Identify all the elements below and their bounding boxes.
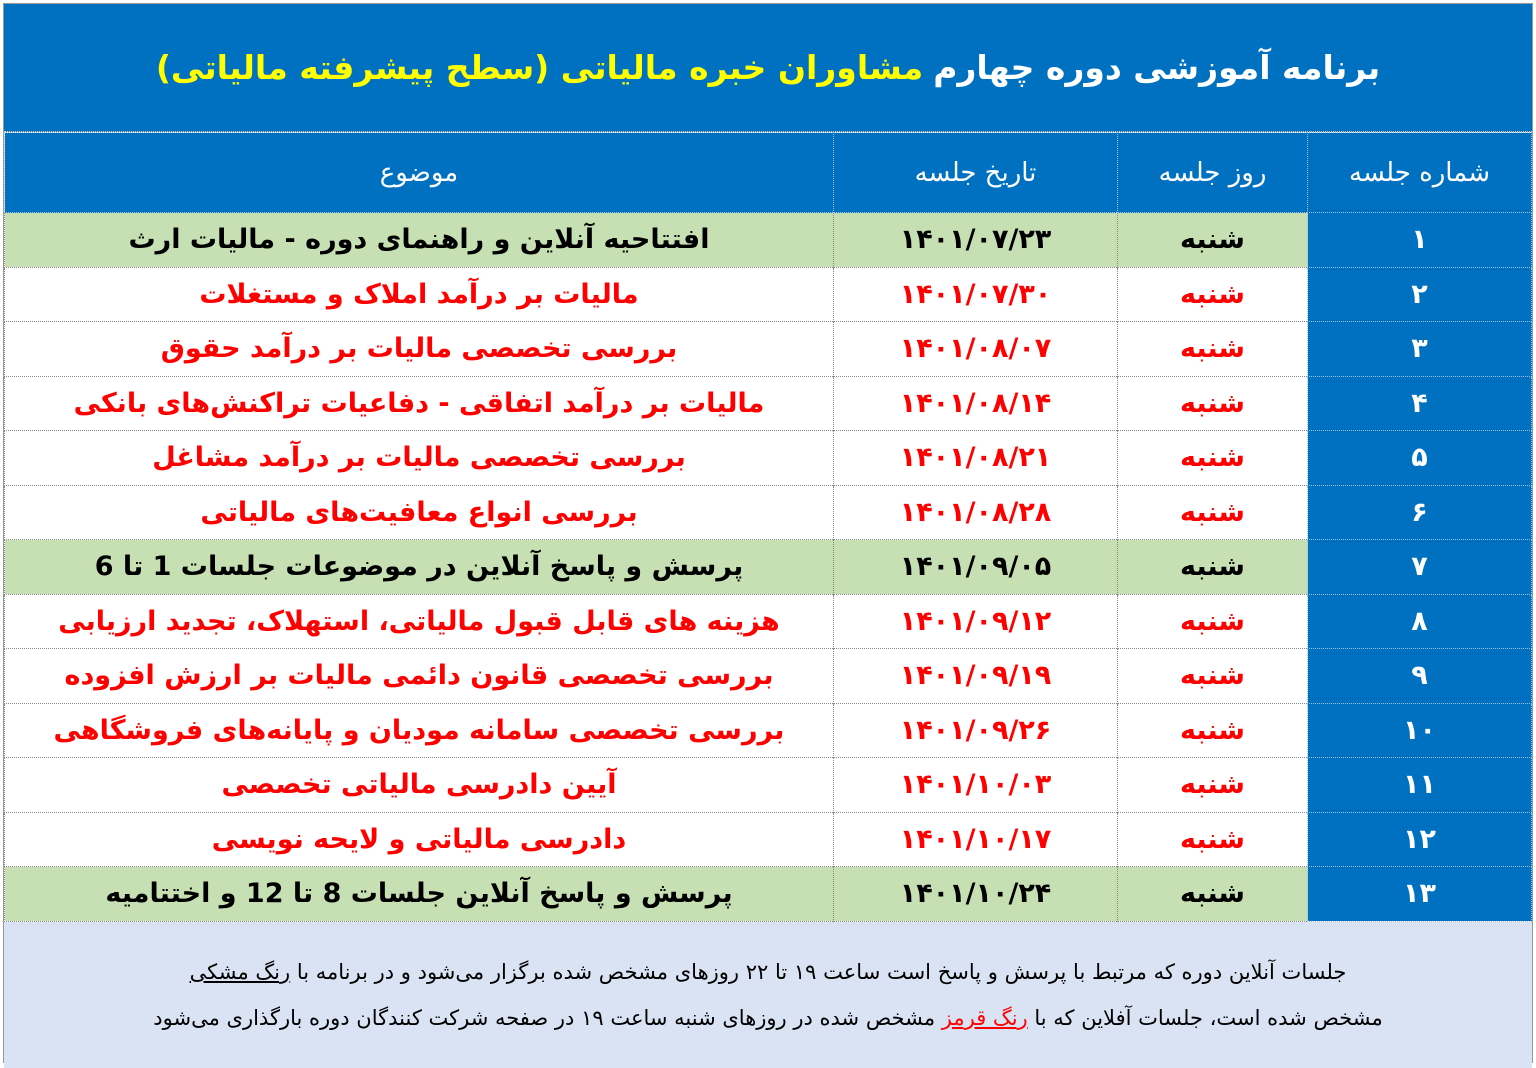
session-day: شنبه [1117, 648, 1308, 704]
schedule-document: برنامه آموزشی دوره چهارم مشاوران خبره ما… [3, 3, 1533, 1068]
table-row: ۹ شنبه ۱۴۰۱/۰۹/۱۹ بررسی تخصصی قانون دائمی م… [4, 648, 1532, 704]
table-row: ۳ شنبه ۱۴۰۱/۰۸/۰۷ بررسی تخصصی مالیات بر درآ… [4, 321, 1532, 377]
session-day: شنبه [1117, 212, 1308, 268]
table-row: ۱۱ شنبه ۱۴۰۱/۱۰/۰۳ آیین دادرسی مالیاتی تخصص… [4, 757, 1532, 813]
footer-text: جلسات آنلاین دوره که مرتبط با پرسش و پاس… [290, 959, 1347, 984]
session-date: ۱۴۰۱/۰۹/۱۲ [833, 593, 1118, 649]
session-topic: بررسی تخصصی سامانه مودیان و پایانه‌های ف… [4, 702, 834, 758]
session-topic: آیین دادرسی مالیاتی تخصصی [4, 757, 834, 813]
col-session-date: تاریخ جلسه [833, 132, 1118, 213]
page-title: برنامه آموزشی دوره چهارم مشاوران خبره ما… [4, 4, 1532, 132]
session-topic: پرسش و پاسخ آنلاین در موضوعات جلسات 1 تا… [4, 539, 834, 595]
schedule-table: شماره جلسه روز جلسه تاریخ جلسه موضوع ۱ شن… [4, 132, 1532, 922]
session-number: ۷ [1307, 539, 1532, 595]
table-row: ۱ شنبه ۱۴۰۱/۰۷/۲۳ افتتاحیه آنلاین و راهنمای… [4, 212, 1532, 268]
session-date: ۱۴۰۱/۰۸/۰۷ [833, 321, 1118, 377]
session-topic: هزینه های قابل قبول مالیاتی، استهلاک، تج… [4, 593, 834, 649]
session-date: ۱۴۰۱/۰۹/۰۵ [833, 539, 1118, 595]
title-part2: مشاوران خبره مالیاتی (سطح پیشرفته مالیات… [155, 48, 924, 87]
session-date: ۱۴۰۱/۰۹/۲۶ [833, 702, 1118, 758]
session-topic: دادرسی مالیاتی و لایحه نویسی [4, 811, 834, 867]
session-number: ۸ [1307, 593, 1532, 649]
footer-line-2: مشخص شده است، جلسات آفلاین که با رنگ قرم… [153, 995, 1382, 1041]
table-row: ۱۰ شنبه ۱۴۰۱/۰۹/۲۶ بررسی تخصصی سامانه مودیا… [4, 702, 1532, 758]
session-number: ۶ [1307, 484, 1532, 540]
footer-line-1: جلسات آنلاین دوره که مرتبط با پرسش و پاس… [190, 949, 1347, 995]
session-date: ۱۴۰۱/۱۰/۱۷ [833, 811, 1118, 867]
session-topic: بررسی تخصصی قانون دائمی مالیات بر ارزش ا… [4, 648, 834, 704]
table-row: ۲ شنبه ۱۴۰۱/۰۷/۳۰ مالیات بر درآمد املاک و م… [4, 266, 1532, 322]
session-number: ۱۰ [1307, 702, 1532, 758]
session-date: ۱۴۰۱/۱۰/۲۴ [833, 866, 1118, 922]
session-date: ۱۴۰۱/۰۸/۲۱ [833, 430, 1118, 486]
session-topic: بررسی تخصصی مالیات بر درآمد مشاغل [4, 430, 834, 486]
table-row: ۷ شنبه ۱۴۰۱/۰۹/۰۵ پرسش و پاسخ آنلاین در موض… [4, 539, 1532, 595]
session-day: شنبه [1117, 266, 1308, 322]
session-number: ۴ [1307, 375, 1532, 431]
session-number: ۱۳ [1307, 866, 1532, 922]
table-row: ۸ شنبه ۱۴۰۱/۰۹/۱۲ هزینه های قابل قبول مالیا… [4, 593, 1532, 649]
session-number: ۱۱ [1307, 757, 1532, 813]
table-row: ۶ شنبه ۱۴۰۱/۰۸/۲۸ بررسی انواع معافیت‌های ما… [4, 484, 1532, 540]
session-day: شنبه [1117, 321, 1308, 377]
session-day: شنبه [1117, 375, 1308, 431]
session-day: شنبه [1117, 811, 1308, 867]
session-number: ۹ [1307, 648, 1532, 704]
session-topic: مالیات بر درآمد اتفاقی - دفاعیات تراکنش‌… [4, 375, 834, 431]
session-day: شنبه [1117, 539, 1308, 595]
footer-text: مشخص شده در روزهای شنبه ساعت ۱۹ در صفحه … [153, 1005, 942, 1030]
session-number: ۱۲ [1307, 811, 1532, 867]
session-number: ۱ [1307, 212, 1532, 268]
session-number: ۳ [1307, 321, 1532, 377]
session-day: شنبه [1117, 702, 1308, 758]
session-topic: افتتاحیه آنلاین و راهنمای دوره - مالیات … [4, 212, 834, 268]
session-topic: مالیات بر درآمد املاک و مستغلات [4, 266, 834, 322]
session-topic: بررسی انواع معافیت‌های مالیاتی [4, 484, 834, 540]
session-date: ۱۴۰۱/۰۸/۲۸ [833, 484, 1118, 540]
session-day: شنبه [1117, 430, 1308, 486]
title-part1: برنامه آموزشی دوره چهارم [933, 48, 1381, 87]
session-day: شنبه [1117, 866, 1308, 922]
col-session-day: روز جلسه [1117, 132, 1308, 213]
footer-note: جلسات آنلاین دوره که مرتبط با پرسش و پاس… [4, 921, 1532, 1068]
table-row: ۱۲ شنبه ۱۴۰۱/۱۰/۱۷ دادرسی مالیاتی و لایحه ن… [4, 811, 1532, 867]
session-topic: بررسی تخصصی مالیات بر درآمد حقوق [4, 321, 834, 377]
session-date: ۱۴۰۱/۰۹/۱۹ [833, 648, 1118, 704]
table-row: ۵ شنبه ۱۴۰۱/۰۸/۲۱ بررسی تخصصی مالیات بر درآ… [4, 430, 1532, 486]
session-number: ۵ [1307, 430, 1532, 486]
session-day: شنبه [1117, 757, 1308, 813]
session-number: ۲ [1307, 266, 1532, 322]
table-row: ۱۳ شنبه ۱۴۰۱/۱۰/۲۴ پرسش و پاسخ آنلاین جلسات… [4, 866, 1532, 922]
footer-text: مشخص شده است، جلسات آفلاین که با [1027, 1005, 1383, 1030]
red-color-label: رنگ قرمز [941, 1005, 1028, 1030]
session-date: ۱۴۰۱/۱۰/۰۳ [833, 757, 1118, 813]
black-color-label: رنگ مشکی [189, 959, 291, 984]
session-date: ۱۴۰۱/۰۸/۱۴ [833, 375, 1118, 431]
session-date: ۱۴۰۱/۰۷/۲۳ [833, 212, 1118, 268]
table-row: ۴ شنبه ۱۴۰۱/۰۸/۱۴ مالیات بر درآمد اتفاقی - … [4, 375, 1532, 431]
col-session-number: شماره جلسه [1307, 132, 1532, 213]
session-day: شنبه [1117, 484, 1308, 540]
session-topic: پرسش و پاسخ آنلاین جلسات 8 تا 12 و اختتا… [4, 866, 834, 922]
table-header: شماره جلسه روز جلسه تاریخ جلسه موضوع [4, 132, 1532, 213]
session-day: شنبه [1117, 593, 1308, 649]
col-topic: موضوع [4, 132, 834, 213]
session-date: ۱۴۰۱/۰۷/۳۰ [833, 266, 1118, 322]
